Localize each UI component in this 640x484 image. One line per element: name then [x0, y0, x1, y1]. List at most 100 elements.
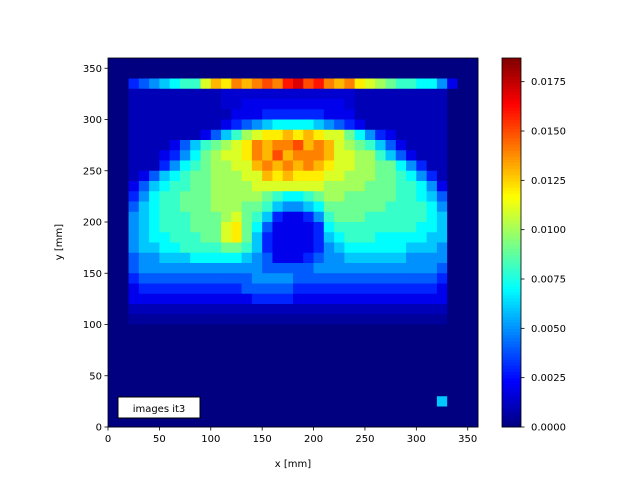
heatmap-cell	[436, 365, 448, 377]
heatmap-cell	[159, 88, 171, 100]
heatmap-cell	[241, 304, 253, 315]
heatmap-cell	[375, 222, 386, 233]
heatmap-cell	[251, 129, 263, 141]
heatmap-cell	[179, 386, 191, 397]
heatmap-cell	[251, 355, 263, 366]
heatmap-cell	[282, 78, 294, 90]
colorbar-tick-label: 0.0100	[531, 225, 566, 236]
colorbar-segment	[502, 177, 521, 182]
x-tick-label: 0	[105, 434, 111, 445]
heatmap-cell	[200, 263, 212, 274]
heatmap-cell	[426, 129, 438, 141]
heatmap-cell	[323, 334, 335, 346]
heatmap-cell	[149, 304, 160, 315]
heatmap-cell	[149, 242, 160, 254]
heatmap-cell	[467, 252, 479, 264]
heatmap-cell	[118, 191, 129, 202]
heatmap-cell	[323, 109, 335, 120]
heatmap-cell	[406, 283, 417, 295]
heatmap-cell	[251, 160, 263, 172]
heatmap-cell	[221, 406, 232, 418]
heatmap-cell	[282, 324, 294, 336]
colorbar-segment	[502, 119, 521, 123]
heatmap-cell	[179, 324, 191, 336]
heatmap-cell	[210, 170, 222, 182]
heatmap-cell	[169, 170, 181, 182]
heatmap-cell	[118, 324, 129, 336]
heatmap-cell	[138, 355, 150, 366]
heatmap-cell	[149, 324, 160, 336]
heatmap-cell	[149, 58, 160, 69]
y-tick-label: 0	[96, 423, 102, 434]
heatmap-cell	[210, 324, 222, 336]
heatmap-cell	[303, 273, 314, 284]
heatmap-cell	[447, 406, 458, 418]
heatmap-cell	[149, 140, 160, 151]
heatmap-cell	[190, 99, 201, 110]
heatmap-cell	[138, 416, 150, 428]
heatmap-cell	[200, 345, 212, 356]
heatmap-cell	[262, 160, 273, 172]
heatmap-cell	[354, 170, 366, 182]
heatmap-cell	[447, 140, 458, 151]
heatmap-cell	[210, 242, 222, 254]
heatmap-cell	[210, 211, 222, 223]
heatmap-cell	[159, 68, 171, 79]
heatmap-cell	[138, 304, 150, 315]
heatmap-cell	[231, 191, 243, 202]
heatmap-cell	[200, 293, 212, 305]
heatmap-cell	[210, 252, 222, 264]
heatmap-cell	[190, 334, 201, 346]
heatmap-cell	[395, 88, 407, 100]
heatmap-cell	[303, 68, 314, 79]
heatmap-cell	[169, 242, 181, 254]
heatmap-cell	[467, 119, 479, 131]
heatmap-cell	[354, 263, 366, 274]
heatmap-cell	[375, 263, 386, 274]
heatmap-cell	[108, 283, 119, 295]
heatmap-cell	[375, 273, 386, 284]
heatmap-cell	[138, 181, 150, 192]
heatmap-cell	[210, 345, 222, 356]
heatmap-cell	[406, 170, 417, 182]
heatmap-cell	[149, 68, 160, 79]
heatmap-cell	[149, 375, 160, 387]
heatmap-cell	[447, 283, 458, 295]
heatmap-cell	[323, 140, 335, 151]
heatmap-cell	[406, 119, 417, 131]
heatmap-cell	[210, 109, 222, 120]
heatmap-cell	[190, 252, 201, 264]
heatmap-cell	[221, 150, 232, 161]
heatmap-cell	[334, 160, 345, 172]
x-tick-label: 100	[201, 434, 220, 445]
colorbar-segment	[502, 390, 521, 394]
heatmap-cell	[138, 58, 150, 69]
heatmap-cell	[364, 232, 376, 243]
heatmap-cell	[231, 304, 243, 315]
heatmap-cell	[169, 324, 181, 336]
heatmap-cell	[364, 263, 376, 274]
heatmap-cell	[138, 68, 150, 79]
heatmap-cell	[272, 58, 284, 69]
heatmap-cell	[364, 58, 376, 69]
heatmap-cell	[210, 160, 222, 172]
heatmap-cell	[457, 273, 469, 284]
heatmap-cell	[323, 242, 335, 254]
heatmap-cell	[231, 396, 243, 407]
heatmap-cell	[395, 150, 407, 161]
heatmap-cell	[334, 324, 345, 336]
heatmap-cell	[190, 365, 201, 377]
colorbar-segment	[502, 214, 521, 219]
colorbar-segment	[502, 162, 521, 167]
heatmap-cell	[436, 355, 448, 366]
heatmap-cell	[221, 191, 232, 202]
colorbar-segment	[502, 402, 521, 406]
heatmap-cell	[323, 314, 335, 325]
heatmap-cell	[272, 314, 284, 325]
heatmap-cell	[303, 345, 314, 356]
heatmap-cell	[293, 211, 304, 223]
heatmap-cell	[385, 324, 397, 336]
heatmap-cell	[344, 109, 356, 120]
heatmap-cell	[251, 406, 263, 418]
heatmap-cell	[272, 386, 284, 397]
